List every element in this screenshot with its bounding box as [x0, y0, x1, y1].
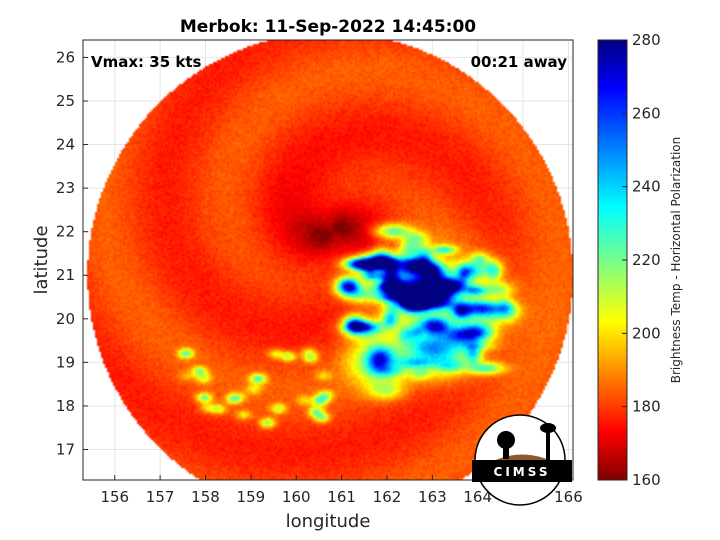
y-axis-label: latitude: [31, 225, 52, 294]
x-tick-label: 166: [554, 488, 583, 506]
colorbar-tick-label: 240: [632, 178, 661, 196]
colorbar-tick-label: 280: [632, 31, 661, 49]
y-tick-label: 24: [56, 136, 75, 154]
cimss-logo-text: CIMSS: [494, 465, 551, 479]
x-tick-label: 163: [418, 488, 447, 506]
chart-title: Merbok: 11-Sep-2022 14:45:00: [180, 17, 476, 37]
brightness-temperature-swath: [83, 40, 573, 480]
colorbar-tick-label: 180: [632, 398, 661, 416]
y-tick-label: 23: [56, 179, 75, 197]
x-tick-label: 161: [327, 488, 356, 506]
vmax-annotation: Vmax: 35 kts: [91, 53, 201, 71]
x-tick-label: 162: [373, 488, 402, 506]
x-tick-label: 159: [237, 488, 266, 506]
colorbar-tick-label: 200: [632, 324, 661, 342]
x-tick-label: 156: [100, 488, 129, 506]
y-tick-label: 26: [56, 48, 75, 66]
y-tick-label: 21: [56, 266, 75, 284]
colorbar-tick-label: 160: [632, 471, 661, 489]
y-tick-label: 17: [56, 441, 75, 459]
axes-frame: [82, 39, 574, 481]
cimss-logo-tower: [546, 425, 550, 460]
colorbar-tick-label: 220: [632, 251, 661, 269]
x-tick-label: 160: [282, 488, 311, 506]
y-tick-label: 20: [56, 310, 75, 328]
x-tick-label: 158: [191, 488, 220, 506]
y-tick-label: 18: [56, 397, 75, 415]
y-axis: 17 18 19 20 21 22 23 24 25 26: [56, 48, 88, 459]
x-tick-label: 164: [463, 488, 492, 506]
cimss-logo-band: [472, 460, 572, 482]
cimss-logo-dish: [497, 431, 515, 449]
x-axis-label: longitude: [286, 511, 371, 532]
y-tick-label: 19: [56, 353, 75, 371]
y-tick-label: 25: [56, 92, 75, 110]
y-tick-label: 22: [56, 223, 75, 241]
time-away-annotation: 00:21 away: [471, 53, 568, 71]
colorbar-ticks: 160 180 200 220 240 260 280: [622, 31, 661, 489]
colorbar-label: Brightness Temp - Horizontal Polarizatio…: [669, 137, 683, 384]
cimss-logo: CIMSS: [472, 414, 572, 506]
colorbar-tick-label: 260: [632, 104, 661, 122]
x-tick-label: 157: [146, 488, 175, 506]
